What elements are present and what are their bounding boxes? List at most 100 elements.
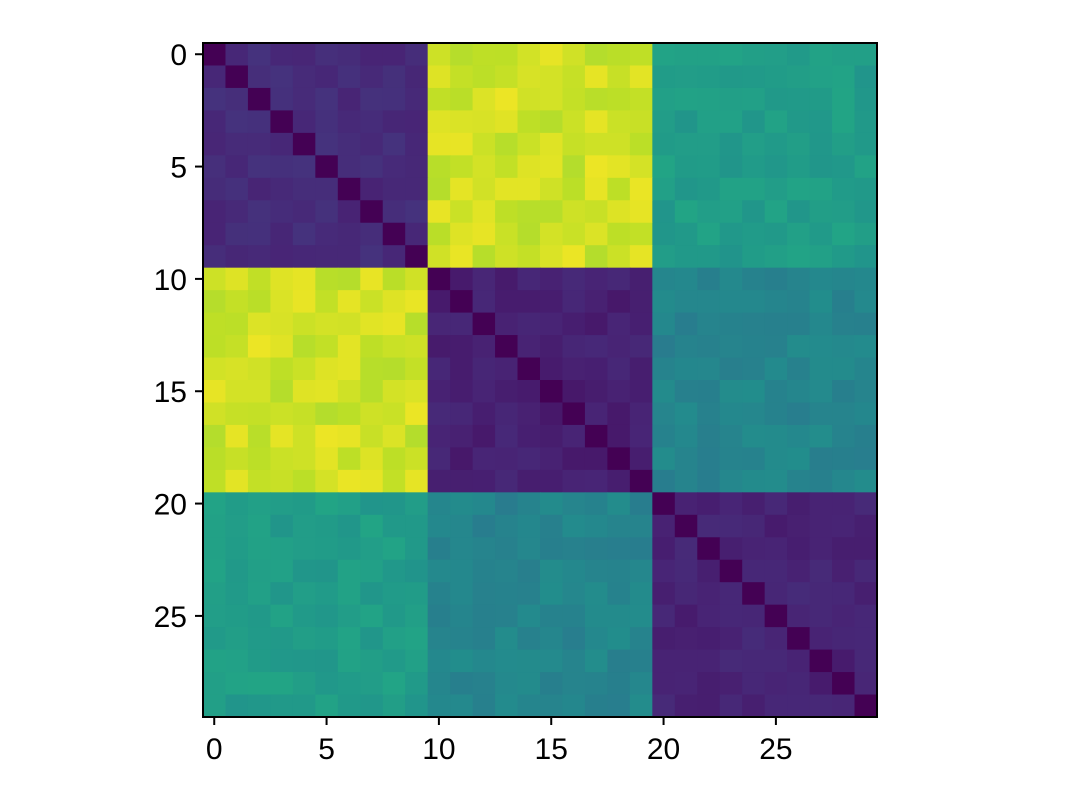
heatmap-cell — [584, 537, 608, 561]
heatmap-cell — [742, 65, 766, 89]
heatmap-cell — [517, 582, 541, 606]
heatmap-cell — [472, 514, 496, 538]
heatmap-cell — [427, 132, 451, 156]
x-tick-label: 15 — [535, 733, 568, 766]
heatmap-cell — [584, 514, 608, 538]
heatmap-cell — [225, 87, 249, 111]
heatmap-cell — [809, 380, 833, 404]
heatmap-cell — [742, 43, 766, 67]
heatmap-cell — [809, 87, 833, 111]
heatmap-cell — [809, 110, 833, 134]
heatmap-cell — [854, 649, 878, 673]
heatmap-cell — [629, 694, 653, 718]
heatmap-cell — [203, 537, 227, 561]
heatmap-cell — [697, 132, 721, 156]
heatmap-cell — [697, 335, 721, 359]
heatmap-cell — [562, 514, 586, 538]
heatmap-cell — [652, 402, 676, 426]
heatmap-cell — [382, 627, 406, 651]
heatmap-cell — [854, 447, 878, 471]
heatmap-cell — [764, 694, 788, 718]
heatmap-cell — [607, 582, 631, 606]
heatmap-cell — [719, 155, 743, 179]
heatmap-cell — [697, 357, 721, 381]
heatmap-cell — [742, 537, 766, 561]
heatmap-cell — [315, 649, 339, 673]
heatmap-cell — [719, 627, 743, 651]
heatmap-cell — [854, 267, 878, 291]
heatmap-cell — [517, 559, 541, 583]
heatmap-cell — [607, 357, 631, 381]
heatmap-cell — [405, 65, 429, 89]
heatmap-cell — [764, 604, 788, 628]
heatmap-cell — [562, 357, 586, 381]
heatmap-cell — [787, 537, 811, 561]
heatmap-cell — [382, 200, 406, 224]
heatmap-cell — [450, 200, 474, 224]
heatmap-cell — [270, 424, 294, 448]
heatmap-cell — [517, 65, 541, 89]
heatmap-cell — [652, 492, 676, 516]
heatmap-cell — [405, 582, 429, 606]
heatmap-cell — [315, 357, 339, 381]
heatmap-cell — [517, 267, 541, 291]
heatmap-cell — [540, 312, 564, 336]
heatmap-cell — [607, 672, 631, 696]
heatmap-cell — [652, 132, 676, 156]
heatmap-cell — [607, 110, 631, 134]
heatmap-cell — [674, 604, 698, 628]
heatmap-cell — [854, 43, 878, 67]
heatmap-cell — [495, 155, 519, 179]
heatmap-cell — [427, 582, 451, 606]
heatmap-cell — [540, 357, 564, 381]
heatmap-cell — [787, 335, 811, 359]
heatmap-cell — [315, 492, 339, 516]
heatmap-cell — [854, 200, 878, 224]
heatmap-cell — [540, 177, 564, 201]
heatmap-cell — [427, 267, 451, 291]
heatmap-cell — [697, 492, 721, 516]
heatmap-cell — [652, 582, 676, 606]
heatmap-cell — [832, 402, 856, 426]
heatmap-cell — [764, 380, 788, 404]
heatmap-cell — [472, 222, 496, 246]
heatmap-cell — [764, 110, 788, 134]
heatmap-cell — [832, 649, 856, 673]
heatmap-cell — [584, 649, 608, 673]
heatmap-cell — [584, 380, 608, 404]
heatmap-cell — [337, 267, 361, 291]
heatmap-cell — [427, 177, 451, 201]
heatmap-cell — [472, 312, 496, 336]
heatmap-cell — [719, 290, 743, 314]
heatmap-cell — [629, 200, 653, 224]
heatmap-cell — [540, 87, 564, 111]
heatmap-cell — [674, 582, 698, 606]
heatmap-cell — [809, 290, 833, 314]
heatmap-cell — [562, 380, 586, 404]
heatmap-cell — [540, 627, 564, 651]
heatmap-cell — [742, 604, 766, 628]
heatmap-cell — [809, 672, 833, 696]
heatmap-cell — [787, 245, 811, 269]
heatmap-cell — [337, 222, 361, 246]
heatmap-cell — [809, 694, 833, 718]
heatmap-cell — [629, 132, 653, 156]
heatmap-cell — [360, 110, 384, 134]
heatmap-cell — [719, 447, 743, 471]
heatmap-cell — [652, 335, 676, 359]
heatmap-cell — [382, 110, 406, 134]
heatmap-cell — [697, 200, 721, 224]
heatmap-cell — [540, 559, 564, 583]
heatmap-cell — [697, 402, 721, 426]
heatmap-cell — [337, 672, 361, 696]
heatmap-cell — [764, 245, 788, 269]
heatmap-cell — [337, 402, 361, 426]
heatmap-cell — [764, 537, 788, 561]
heatmap-cell — [540, 537, 564, 561]
heatmap-cell — [607, 469, 631, 493]
heatmap-cell — [764, 559, 788, 583]
heatmap-cell — [629, 267, 653, 291]
heatmap-cell — [247, 290, 271, 314]
heatmap-cell — [584, 200, 608, 224]
x-tick-label: 25 — [759, 733, 792, 766]
